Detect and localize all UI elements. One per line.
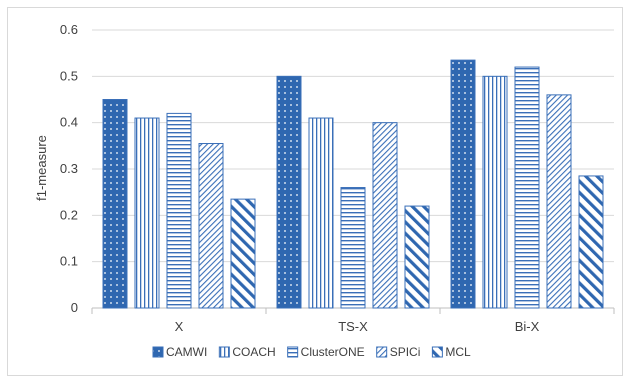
y-tick-label: 0.6 (60, 22, 78, 37)
bar-clusterone-bi-x (514, 66, 540, 309)
legend-swatch-mcl (431, 346, 443, 358)
legend-swatch-clusterone (287, 346, 299, 358)
legend-label-coach: COACH (232, 345, 275, 359)
legend-label-camwi: CAMWI (166, 345, 207, 359)
legend-swatch-camwi (152, 346, 164, 358)
y-tick-label: 0.4 (60, 115, 78, 130)
x-tick-label: X (175, 319, 184, 334)
legend-label-mcl: MCL (445, 345, 471, 359)
bar-mcl-ts-x (404, 205, 430, 309)
y-tick-label: 0.1 (60, 254, 78, 269)
bar-camwi-bi-x (450, 59, 476, 309)
bar-spici-x (198, 143, 224, 309)
bar-mcl-bi-x (578, 175, 604, 309)
bar-camwi-x (102, 99, 128, 309)
bar-mcl-x (230, 198, 256, 309)
bar-clusterone-x (166, 112, 192, 309)
bar-camwi-ts-x (276, 75, 302, 309)
bar-coach-x (134, 117, 160, 309)
y-tick-label: 0.5 (60, 68, 78, 83)
y-tick-label: 0 (71, 300, 78, 315)
x-tick-label: Bi-X (515, 319, 540, 334)
bar-coach-bi-x (482, 75, 508, 309)
x-tick-label: TS-X (338, 319, 368, 334)
bar-spici-bi-x (546, 94, 572, 309)
y-tick-label: 0.3 (60, 161, 78, 176)
y-axis-title: f1-measure (34, 135, 49, 201)
legend-swatch-spici (376, 346, 388, 358)
legend-label-clusterone: ClusterONE (301, 345, 365, 359)
y-tick-label: 0.2 (60, 207, 78, 222)
legend-label-spici: SPICi (390, 345, 421, 359)
bar-coach-ts-x (308, 117, 334, 309)
legend-swatch-coach (218, 346, 230, 358)
bar-clusterone-ts-x (340, 187, 366, 309)
bar-spici-ts-x (372, 122, 398, 309)
